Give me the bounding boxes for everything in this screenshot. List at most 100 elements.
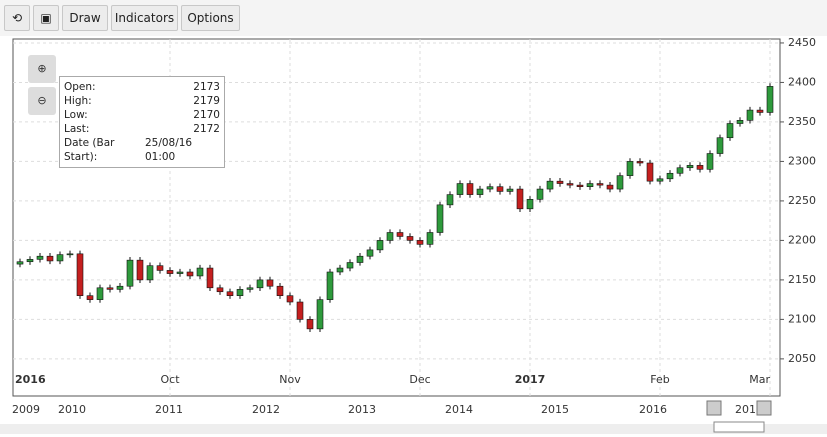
candle-body	[746, 109, 754, 121]
magnet-button[interactable]: ⟲	[4, 5, 30, 31]
candle-body	[486, 186, 494, 190]
candle-body	[336, 267, 344, 273]
candle-body	[706, 153, 714, 170]
candle-body	[686, 165, 694, 169]
tooltip-label: Date (Bar Start):	[64, 137, 115, 163]
tooltip-value: 2172	[193, 123, 220, 135]
candle-body	[276, 285, 284, 296]
nav-handle-right[interactable]	[756, 400, 772, 416]
candle-body	[16, 261, 24, 265]
navigator-label: 2016	[639, 403, 667, 416]
navigator-label: 2011	[155, 403, 183, 416]
tooltip-row: Date (Bar Start): 25/08/16 01:00	[64, 136, 220, 164]
candle-body	[376, 240, 384, 251]
zoom-out-icon: ⊖	[37, 94, 46, 107]
candle-body	[436, 204, 444, 233]
candle-body	[96, 287, 104, 300]
candle-body	[36, 255, 44, 260]
scroll-thumb[interactable]	[713, 421, 765, 433]
tooltip: Open: 2173 High: 2179 Low: 2170 Last: 2172 Date …	[59, 76, 225, 168]
candle-body	[176, 271, 184, 274]
navigator-label: 2013	[348, 403, 376, 416]
tooltip-value: 2173	[193, 81, 220, 93]
candle-body	[646, 162, 654, 182]
x-tick-label: Nov	[279, 373, 301, 386]
candle-body	[476, 188, 484, 195]
tooltip-label: Last:	[64, 123, 90, 135]
candle-body	[696, 165, 704, 170]
candle-body	[346, 262, 354, 269]
x-tick-label: Dec	[409, 373, 430, 386]
y-tick-label: 2050	[788, 352, 816, 365]
candle-body	[156, 265, 164, 271]
candle-body	[736, 120, 744, 124]
zoom-in-button[interactable]	[28, 55, 56, 83]
candle-body	[256, 279, 264, 289]
candle-body	[66, 253, 74, 256]
toolbar-button[interactable]: Options	[181, 5, 240, 31]
candle-body	[236, 289, 244, 296]
candle-body	[326, 271, 334, 300]
y-tick-label: 2400	[788, 75, 816, 88]
tooltip-row: Open: 2173	[64, 80, 220, 94]
candle-body	[396, 232, 404, 237]
zoom-in-icon: ⊕	[37, 62, 46, 75]
candle-body	[676, 167, 684, 174]
candle-body	[136, 259, 144, 281]
nav-handle-left[interactable]	[706, 400, 722, 416]
tooltip-label: High:	[64, 95, 92, 107]
toolbar-button[interactable]: Indicators	[111, 5, 178, 31]
x-tick-label: Mar	[749, 373, 770, 386]
save-button[interactable]: ▣	[33, 5, 59, 31]
x-tick-label: Oct	[160, 373, 180, 386]
candle-body	[756, 109, 764, 113]
candle-body	[716, 137, 724, 154]
y-tick-label: 2150	[788, 273, 816, 286]
candle-body	[566, 183, 574, 186]
tooltip-label: Low:	[64, 109, 88, 121]
navigator-label: 2014	[445, 403, 473, 416]
candle-body	[166, 270, 174, 274]
candle-body	[546, 180, 554, 190]
zoom-out-button[interactable]	[28, 87, 56, 115]
tooltip-value: 2179	[193, 95, 220, 107]
candle-body	[556, 180, 564, 184]
tooltip-value: 25/08/16 01:00	[144, 137, 193, 163]
candle-body	[126, 259, 134, 287]
candle-body	[506, 188, 514, 192]
candle-body	[606, 184, 614, 190]
candle-body	[766, 86, 774, 113]
scrollbar[interactable]	[0, 424, 827, 434]
candle-body	[516, 188, 524, 210]
y-tick-label: 2350	[788, 115, 816, 128]
candle-body	[426, 232, 434, 245]
candle-body	[666, 172, 674, 180]
y-tick-label: 2300	[788, 154, 816, 167]
x-tick-label: 2016	[15, 373, 46, 386]
candle-body	[206, 267, 214, 289]
candle-body	[526, 199, 534, 210]
tooltip-row: High: 2179	[64, 94, 220, 108]
candle-body	[86, 295, 94, 300]
y-tick-label: 2250	[788, 194, 816, 207]
candle-body	[536, 188, 544, 200]
candle-body	[446, 194, 454, 206]
toolbar-button[interactable]: Draw	[62, 5, 108, 31]
candle-body	[146, 265, 154, 281]
candle-body	[356, 255, 364, 263]
candle-body	[466, 183, 474, 195]
candle-body	[296, 301, 304, 320]
candle-body	[416, 240, 424, 245]
toolbar: ⟲ ▣ Draw Indicators Options	[0, 0, 827, 36]
navigator-label: 201	[735, 403, 756, 416]
candle-body	[216, 287, 224, 293]
navigator-label: 2009	[12, 403, 40, 416]
candle-body	[726, 123, 734, 139]
navigator-label: 2012	[252, 403, 280, 416]
y-tick-label: 2100	[788, 312, 816, 325]
candle-body	[266, 279, 274, 287]
navigator-label: 2015	[541, 403, 569, 416]
candle-body	[106, 287, 114, 290]
